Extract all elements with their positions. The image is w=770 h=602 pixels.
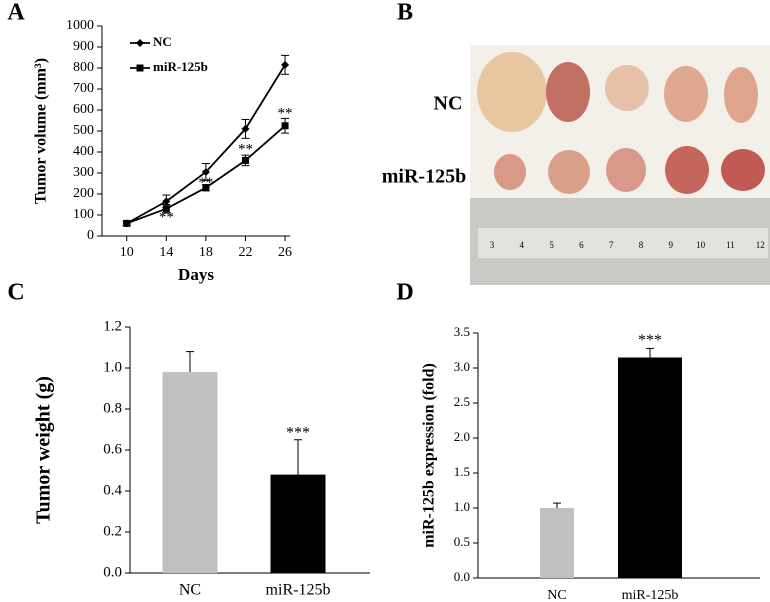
y-tick-label: 0.0 <box>454 569 470 584</box>
y-tick-label: 0.2 <box>103 523 122 539</box>
y-tick-label: 0 <box>87 228 94 243</box>
y-tick-label: 800 <box>73 60 94 75</box>
bar <box>270 474 326 573</box>
y-tick-label: 3.5 <box>454 324 470 339</box>
y-tick-label: 700 <box>73 81 94 96</box>
y-tick-label: 0.4 <box>103 482 122 498</box>
marker <box>281 60 290 69</box>
y-tick-label: 0.8 <box>103 400 122 416</box>
marker <box>162 197 171 206</box>
y-tick-label: 1000 <box>66 18 94 33</box>
x-tick-label: 18 <box>199 245 213 260</box>
ruler-scale <box>478 228 768 258</box>
y-tick-label: 0.6 <box>103 441 122 457</box>
ruler-label: 10 <box>696 240 706 250</box>
ruler-label: 8 <box>639 240 644 250</box>
annotation: *** <box>286 424 310 441</box>
annotation: ** <box>159 210 174 226</box>
y-tick-label: 1.0 <box>103 359 122 375</box>
tumor <box>664 66 708 122</box>
panel-label: D <box>396 280 413 306</box>
marker <box>241 124 250 133</box>
legend-marker <box>136 39 144 47</box>
panel-label: B <box>397 0 413 26</box>
y-tick-label: 100 <box>73 207 94 222</box>
y-tick-label: 3.0 <box>454 359 470 374</box>
bar <box>618 357 682 578</box>
ruler-label: 12 <box>756 240 765 250</box>
tumor <box>548 150 590 194</box>
panel-label: C <box>7 280 24 306</box>
x-tick-label: 14 <box>159 245 173 260</box>
y-tick-label: 300 <box>73 165 94 180</box>
y-tick-label: 400 <box>73 144 94 159</box>
y-tick-label: 500 <box>73 123 94 138</box>
y-tick-label: 600 <box>73 102 94 117</box>
x-tick-label: 26 <box>278 245 292 260</box>
x-tick-label: NC <box>547 588 566 602</box>
x-tick-label: miR-125b <box>622 588 679 602</box>
annotation: ** <box>198 175 213 191</box>
marker <box>123 219 131 227</box>
y-tick-label: 2.0 <box>454 429 470 444</box>
tumor <box>477 52 547 132</box>
y-tick-label: 0.5 <box>454 534 470 549</box>
x-tick-label: 10 <box>120 245 134 260</box>
annotation: ** <box>238 141 253 157</box>
ruler-label: 4 <box>520 240 525 250</box>
y-axis-label: miR-125b expression (fold) <box>421 363 438 548</box>
tumor <box>494 154 526 190</box>
y-tick-label: 200 <box>73 186 94 201</box>
y-tick-label: 1.2 <box>103 318 122 334</box>
y-tick-label: 1.0 <box>454 499 470 514</box>
marker <box>201 167 210 176</box>
y-tick-label: 1.5 <box>454 464 470 479</box>
tumor <box>665 146 709 194</box>
y-tick-label: 0.0 <box>103 564 122 580</box>
annotation: *** <box>638 332 662 349</box>
marker <box>281 122 289 130</box>
legend-marker <box>136 64 144 72</box>
legend-label: miR-125b <box>153 59 208 74</box>
tumor <box>605 65 649 111</box>
tumor <box>606 148 646 192</box>
legend-label: NC <box>153 34 172 49</box>
x-tick-label: NC <box>179 582 201 599</box>
annotation: ** <box>278 106 293 122</box>
y-axis-label: Tumor weight (g) <box>33 376 55 524</box>
x-axis-label: Days <box>178 265 214 284</box>
x-tick-label: miR-125b <box>266 582 331 599</box>
y-axis-label: Tumor volume (mm³) <box>33 58 50 204</box>
tumor <box>721 149 765 191</box>
ruler-label: 6 <box>579 240 584 250</box>
bar <box>162 372 218 573</box>
y-tick-label: 900 <box>73 39 94 54</box>
marker <box>162 205 170 213</box>
panel-label: A <box>7 0 25 26</box>
row-label: NC <box>434 93 463 115</box>
ruler-label: 3 <box>490 240 495 250</box>
marker <box>202 184 210 192</box>
bar <box>540 508 574 578</box>
y-tick-label: 2.5 <box>454 394 470 409</box>
row-label: miR-125b <box>382 166 466 188</box>
ruler-label: 5 <box>549 240 554 250</box>
ruler-label: 9 <box>669 240 674 250</box>
tumor <box>724 67 758 123</box>
tumor <box>546 62 590 122</box>
x-tick-label: 22 <box>238 245 252 260</box>
series-line <box>126 64 286 225</box>
marker <box>241 156 249 164</box>
ruler-label: 7 <box>609 240 614 250</box>
ruler-label: 11 <box>726 240 735 250</box>
tumor-photo <box>470 45 770 285</box>
